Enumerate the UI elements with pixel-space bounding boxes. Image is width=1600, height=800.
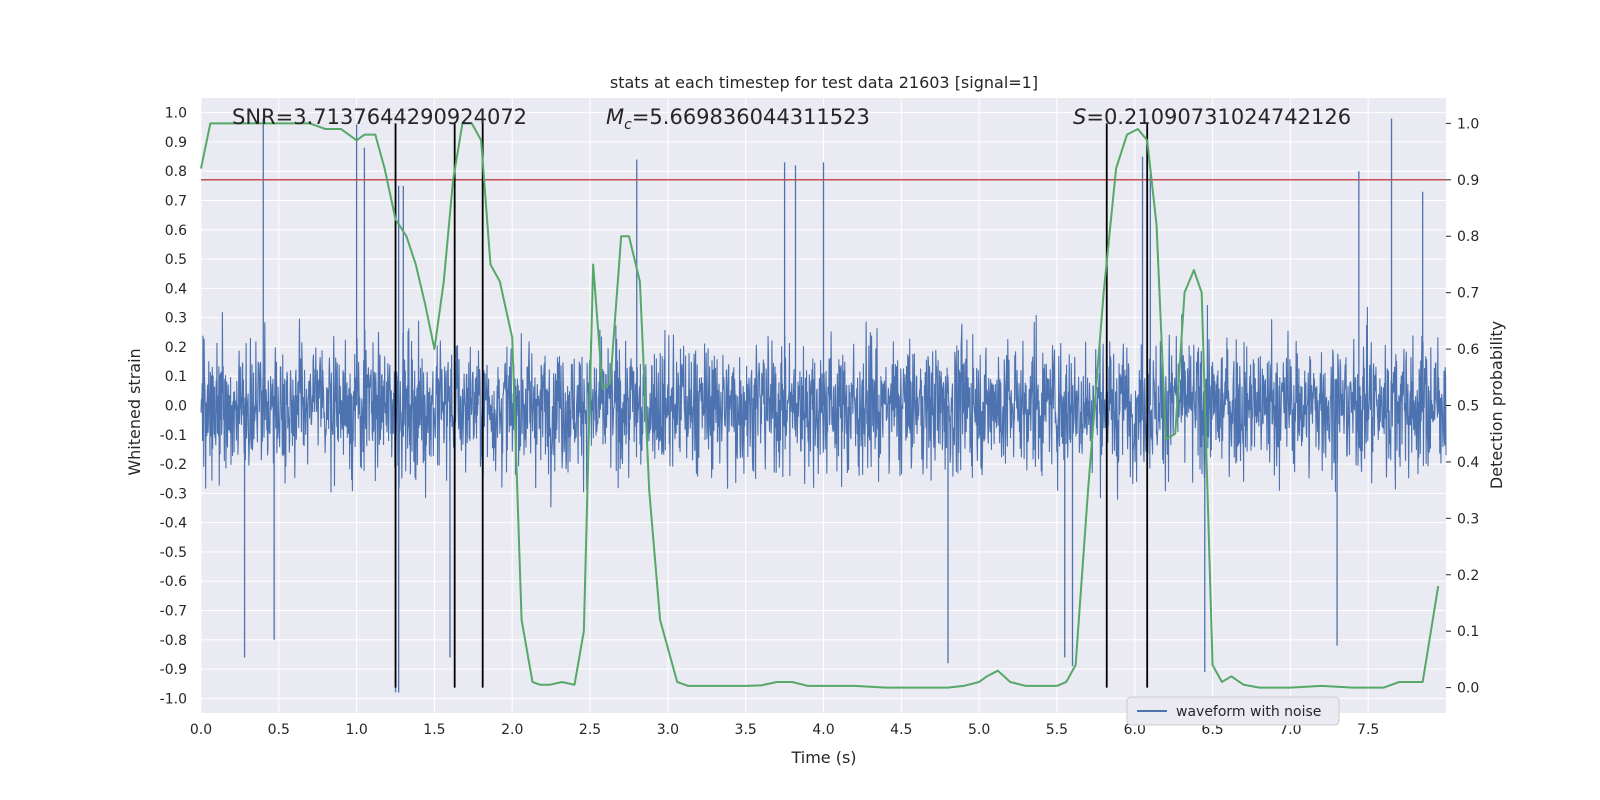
chart-title: stats at each timestep for test data 216…: [610, 73, 1038, 92]
mc-annotation: Mc=5.669836044311523: [606, 105, 870, 133]
tick-labels: 0.0 0.5 1.0 1.5 2.0 2.5 3.0 3.5 4.0 4.5 5.0 5.5 6.0 6…: [160, 106, 1480, 738]
y2-axis-label: Detection probability: [1487, 321, 1506, 489]
y2-tick-label: 0.3: [1457, 511, 1479, 527]
waveform-line: [200, 304, 1447, 508]
s-value: =0.21090731024742126: [1086, 105, 1351, 129]
y2-tick-label: 0.0: [1457, 681, 1479, 697]
y-tick-label: -0.4: [160, 516, 187, 532]
x-tick-label: 6.0: [1124, 722, 1146, 738]
y-tick-label: -0.5: [160, 545, 187, 561]
mc-value: =5.669836044311523: [632, 105, 870, 129]
y-tick-label: -0.6: [160, 574, 187, 590]
legend-box: [1126, 696, 1340, 726]
y-tick-label: -0.8: [160, 633, 187, 649]
s-symbol: S: [1073, 105, 1086, 129]
x-tick-label: 4.5: [890, 722, 912, 738]
y-tick-label: 0.3: [165, 311, 187, 327]
x-tick-label: 4.0: [812, 722, 834, 738]
x-tick-label: 1.0: [345, 722, 367, 738]
x-tick-label: 6.5: [1201, 722, 1223, 738]
x-tick-label: 2.0: [501, 722, 523, 738]
y-tick-label: 0.2: [165, 340, 187, 356]
probability-line: [200, 122, 1440, 689]
x-tick-label: 3.0: [657, 722, 679, 738]
y2-tick-label: 1.0: [1457, 116, 1479, 132]
y-tick-label: 0.9: [165, 135, 187, 151]
legend-entry: waveform with noise: [1176, 704, 1321, 720]
y-tick-label: 0.0: [165, 399, 187, 415]
y-tick-label: 1.0: [165, 106, 187, 122]
y-tick-label: -0.3: [160, 486, 187, 502]
snr-annotation: SNR=3.7137644290924072: [232, 105, 527, 129]
x-tick-label: 5.0: [968, 722, 990, 738]
y-tick-label: -0.9: [160, 662, 187, 678]
y-tick-label: -1.0: [160, 691, 187, 707]
y2-tick-label: 0.7: [1457, 286, 1479, 302]
y2-tick-label: 0.6: [1457, 342, 1479, 358]
x-tick-label: 7.0: [1279, 722, 1301, 738]
s-annotation: S=0.21090731024742126: [1073, 105, 1351, 129]
y-tick-label: 0.7: [165, 194, 187, 210]
y-tick-label: 0.6: [165, 223, 187, 239]
x-axis-label: Time (s): [790, 748, 856, 767]
x-tick-label: 0.5: [268, 722, 290, 738]
x-tick-label: 7.5: [1357, 722, 1379, 738]
y-axis-label: Whitened strain: [125, 348, 144, 475]
x-tick-label: 2.5: [579, 722, 601, 738]
y-tick-label: -0.1: [160, 428, 187, 444]
y2-tick-label: 0.2: [1457, 568, 1479, 584]
mc-symbol: M: [606, 105, 624, 129]
x-tick-label: 0.0: [190, 722, 212, 738]
y-tick-label: 0.4: [165, 281, 187, 297]
y2-tick-label: 0.5: [1457, 399, 1479, 415]
x-tick-label: 1.5: [423, 722, 445, 738]
y-tick-label: -0.2: [160, 457, 187, 473]
mc-subscript: c: [624, 117, 632, 133]
probability-series: [200, 122, 1440, 689]
y2-tick-label: 0.1: [1457, 624, 1479, 640]
legend: waveform with noise: [1126, 696, 1340, 726]
y2-tick-label: 0.4: [1457, 455, 1479, 471]
y2-tick-label: 0.8: [1457, 229, 1479, 245]
y2-tick-label: 0.9: [1457, 173, 1479, 189]
x-tick-label: 3.5: [735, 722, 757, 738]
y-tick-label: 0.1: [165, 369, 187, 385]
y-tick-label: 0.5: [165, 252, 187, 268]
x-tick-label: 5.5: [1046, 722, 1068, 738]
y-tick-label: -0.7: [160, 604, 187, 620]
y-tick-label: 0.8: [165, 164, 187, 180]
